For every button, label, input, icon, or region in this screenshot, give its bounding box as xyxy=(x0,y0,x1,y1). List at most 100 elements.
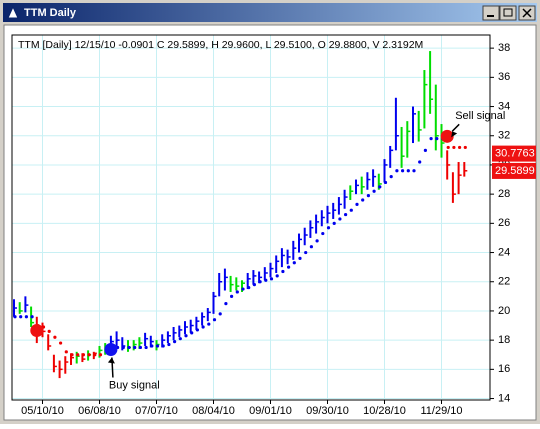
stop-dot xyxy=(355,202,359,206)
stop-dot xyxy=(98,353,103,357)
stop-dot xyxy=(383,180,388,185)
stop-dot xyxy=(24,315,28,319)
x-tick-label: 05/10/10 xyxy=(21,405,64,417)
stop-dot xyxy=(161,344,165,348)
stop-dot xyxy=(275,274,279,278)
stop-dot xyxy=(429,137,433,141)
x-tick-label: 06/08/10 xyxy=(78,405,121,417)
stop-dot xyxy=(338,217,342,221)
stop-dot xyxy=(47,329,51,333)
stop-dot xyxy=(190,331,194,335)
chart-title: TTM [Daily] 12/15/10 -0.0901 C 29.5899, … xyxy=(18,39,423,51)
y-tick-label: 14 xyxy=(498,392,510,404)
stop-dot xyxy=(150,344,154,348)
stop-dot xyxy=(70,353,74,357)
stop-dot xyxy=(446,145,450,150)
y-tick-label: 16 xyxy=(498,363,510,375)
stop-dot xyxy=(212,318,217,322)
stop-dot xyxy=(389,175,393,179)
maximize-icon xyxy=(503,8,513,17)
arrow-head xyxy=(451,131,458,138)
price-label-box xyxy=(492,145,536,162)
stop-dot xyxy=(281,269,285,274)
stop-dot xyxy=(287,265,291,269)
x-tick-label: 10/28/10 xyxy=(363,405,406,417)
stop-dot xyxy=(298,256,302,260)
signal-label: Buy signal xyxy=(109,379,160,391)
stop-dot xyxy=(173,340,177,344)
y-tick-label: 28 xyxy=(498,188,510,200)
stop-dot xyxy=(127,345,131,350)
stop-dot xyxy=(269,277,274,281)
signal-marker xyxy=(104,342,118,356)
stop-dot xyxy=(207,322,211,326)
stop-dot xyxy=(418,160,422,164)
x-tick-label: 09/01/10 xyxy=(249,405,292,417)
y-tick-label: 20 xyxy=(498,305,510,317)
stop-dot xyxy=(59,341,63,345)
stop-dot xyxy=(87,353,91,357)
stop-dot xyxy=(326,226,331,230)
stop-dot xyxy=(133,345,137,350)
stop-dot xyxy=(321,231,325,236)
stop-dot xyxy=(247,285,251,290)
stop-dot xyxy=(178,337,182,341)
stop-dot xyxy=(304,250,308,255)
stop-dot xyxy=(315,239,319,243)
x-tick-label: 07/07/10 xyxy=(135,405,178,417)
stop-dot xyxy=(155,344,160,348)
stop-dot xyxy=(423,148,427,152)
stop-dot xyxy=(235,290,239,294)
stop-dot xyxy=(30,315,34,319)
stop-dot xyxy=(138,345,142,350)
stop-dot xyxy=(144,345,148,350)
stop-dot xyxy=(230,294,234,298)
stop-dot xyxy=(81,353,85,357)
stop-dot xyxy=(184,334,188,338)
title-bar xyxy=(3,3,537,22)
maximize-button[interactable] xyxy=(499,5,517,21)
signal-marker xyxy=(440,129,454,143)
close-icon xyxy=(522,8,532,18)
app-icon xyxy=(7,5,19,19)
stop-dot xyxy=(121,345,125,350)
stop-dot xyxy=(361,198,365,202)
stop-dot xyxy=(378,185,382,189)
price-label: 29.5899 xyxy=(495,165,535,177)
stop-dot xyxy=(452,145,456,150)
signal-label: Sell signal xyxy=(455,110,505,122)
plot-border xyxy=(11,34,491,401)
y-tick-label: 34 xyxy=(498,100,510,112)
stop-dot xyxy=(13,315,17,319)
stop-dot xyxy=(252,283,256,287)
stop-dot xyxy=(64,350,68,354)
stop-dot xyxy=(406,169,410,173)
signal-marker xyxy=(30,324,44,338)
stop-dot xyxy=(167,342,171,347)
stop-dot xyxy=(201,325,205,329)
stop-dot xyxy=(344,212,348,217)
stop-dot xyxy=(195,328,199,332)
y-tick-label: 26 xyxy=(498,217,510,229)
signal-arrow xyxy=(451,123,460,132)
window-buttons[interactable] xyxy=(482,5,536,21)
y-tick-label: 24 xyxy=(498,246,510,258)
stop-dot xyxy=(332,221,336,225)
stop-dot xyxy=(412,169,416,173)
y-tick-label: 32 xyxy=(498,130,510,142)
stop-dot xyxy=(292,261,296,265)
x-tick-label: 11/29/10 xyxy=(420,405,462,417)
stop-dot xyxy=(395,169,399,173)
stop-dot xyxy=(93,353,97,357)
price-label: 30.7763 xyxy=(495,148,535,160)
x-tick-label: 08/04/10 xyxy=(192,405,235,417)
chart: 1416182022242628303234363805/10/1006/08/… xyxy=(11,34,536,417)
stop-dot xyxy=(241,287,245,291)
minimize-button[interactable] xyxy=(482,5,500,21)
stop-dot xyxy=(372,189,376,193)
stop-dot xyxy=(53,335,57,339)
stop-dot xyxy=(258,280,262,284)
stop-dot xyxy=(76,353,80,357)
stop-dot xyxy=(401,169,405,173)
